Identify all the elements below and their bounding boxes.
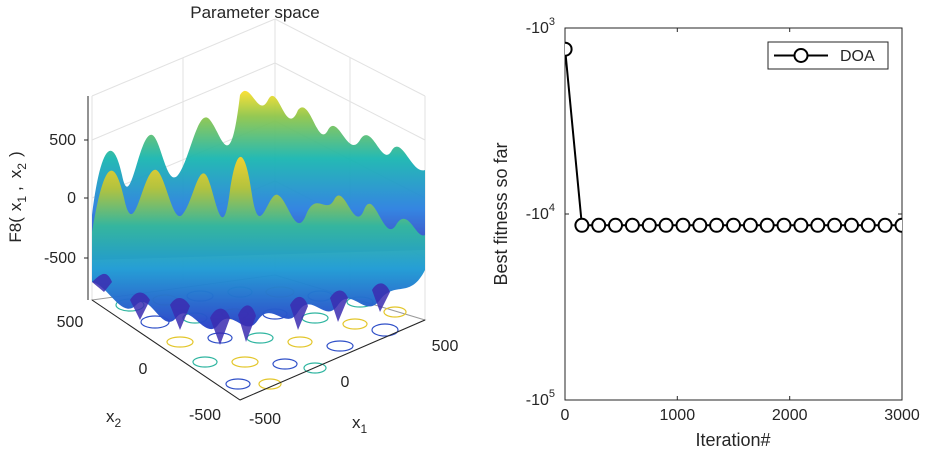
y-tick-label: -105 xyxy=(526,388,555,409)
z-tick-label: 500 xyxy=(49,132,76,149)
data-point xyxy=(658,217,674,233)
x-ticks xyxy=(564,28,903,400)
surface-title: Parameter space xyxy=(190,3,319,22)
data-point xyxy=(608,217,623,233)
data-point xyxy=(624,217,640,233)
data-point xyxy=(844,217,859,233)
x-tick-label: 1000 xyxy=(660,407,696,424)
data-point xyxy=(793,217,809,233)
y-axis-label: Best fitness so far xyxy=(491,142,511,285)
surface-plot: Parameter space xyxy=(6,3,458,436)
legend-entry: DOA xyxy=(840,48,875,65)
data-point xyxy=(742,217,758,233)
data-point xyxy=(877,217,893,233)
y-ticks xyxy=(565,27,902,401)
data-point xyxy=(675,217,691,233)
data-point xyxy=(574,217,590,233)
x-tick-label: 0 xyxy=(561,407,570,424)
y-tick-label: -103 xyxy=(526,16,555,37)
data-point xyxy=(827,217,843,233)
convergence-plot: 0 1000 2000 3000 -103 -104 -105 Iteratio… xyxy=(491,16,920,450)
surface-front xyxy=(92,156,425,330)
plot-area xyxy=(564,27,903,401)
z-axis-label: F8(x1,x2) xyxy=(6,151,29,242)
data-point xyxy=(894,217,902,233)
data-point xyxy=(759,217,775,233)
legend: DOA xyxy=(767,41,889,70)
data-point xyxy=(591,217,607,233)
x1-axis-label: x1 xyxy=(352,413,368,436)
x-tick-label: 500 xyxy=(432,338,459,355)
x-tick-label: 3000 xyxy=(884,407,920,424)
data-point xyxy=(810,217,826,233)
series-doa xyxy=(565,41,902,233)
data-point xyxy=(565,41,573,57)
legend-marker xyxy=(793,48,809,63)
y-tick-label: -104 xyxy=(526,202,555,223)
data-point xyxy=(776,217,792,233)
x-tick-label: 0 xyxy=(341,374,350,391)
z-tick-label: 0 xyxy=(67,190,76,207)
data-point xyxy=(692,217,708,233)
x2-axis-label: x2 xyxy=(106,407,122,430)
data-point xyxy=(709,217,725,233)
x-axis-label: Iteration# xyxy=(695,430,770,450)
surface-axes xyxy=(84,96,426,401)
x-tick-label: 2000 xyxy=(772,407,808,424)
y-tick-label: 0 xyxy=(139,361,148,378)
y-tick-label: 500 xyxy=(57,314,84,331)
data-point xyxy=(860,217,876,233)
z-tick-label: -500 xyxy=(44,250,76,267)
y-tick-label: -500 xyxy=(189,407,221,424)
data-point xyxy=(641,217,657,233)
data-point xyxy=(726,217,741,233)
x-tick-label: -500 xyxy=(249,411,281,428)
